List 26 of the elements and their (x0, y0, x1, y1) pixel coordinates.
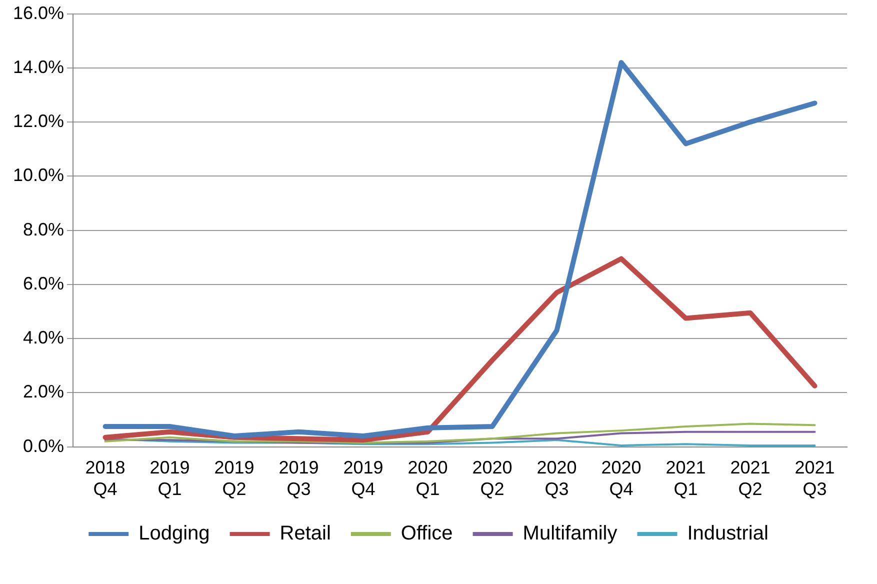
y-tick-label: 4.0% (23, 328, 64, 348)
x-tick-label: 2020 Q4 (601, 458, 642, 500)
y-tick-label: 2.0% (23, 382, 64, 402)
legend-label: Office (400, 522, 453, 545)
x-tick-label: 2019 Q4 (343, 458, 384, 500)
x-tick-label: 2020 Q1 (408, 458, 448, 500)
x-tick-label: 2021 Q3 (794, 458, 835, 500)
x-tick-label: 2020 Q3 (536, 458, 577, 500)
x-tick-label: 2021 Q2 (730, 458, 770, 500)
y-tick-label: 16.0% (12, 2, 64, 23)
legend-label: Lodging (138, 522, 210, 545)
x-tick-label: 2019 Q3 (278, 458, 319, 500)
y-tick-label: 6.0% (23, 273, 64, 294)
y-tick-label: 12.0% (12, 111, 64, 132)
y-tick-label: 0.0% (23, 436, 64, 456)
x-tick-label: 2020 Q2 (472, 458, 512, 500)
legend-label: Industrial (687, 522, 768, 545)
y-tick-label: 14.0% (12, 56, 64, 77)
legend-label: Multifamily (522, 522, 618, 545)
x-tick-label: 2019 Q1 (150, 458, 190, 500)
x-tick-label: 2021 Q1 (666, 458, 706, 500)
x-tick-label: 2018 Q4 (85, 458, 126, 500)
legend-label: Retail (280, 522, 331, 545)
y-tick-label: 10.0% (12, 165, 64, 186)
y-tick-label: 8.0% (23, 219, 64, 240)
x-tick-label: 2019 Q2 (214, 458, 254, 500)
